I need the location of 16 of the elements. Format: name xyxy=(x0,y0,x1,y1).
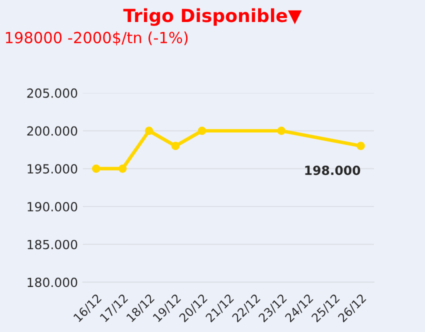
y-tick-label: 195.000 xyxy=(28,164,78,174)
chart-subtitle: 198000 -2000$/tn (-1%) xyxy=(6,32,188,46)
y-tick-label: 190.000 xyxy=(28,202,78,212)
point xyxy=(277,126,286,135)
y-tick-label: 200.000 xyxy=(27,126,78,136)
chart-title: Trigo Disponible▼ xyxy=(123,8,302,26)
annotation: 198.000 xyxy=(305,166,360,176)
point xyxy=(171,142,180,150)
y-tick-label: 180.000 xyxy=(28,278,78,288)
point xyxy=(198,126,206,135)
y-tick-label: 205.000 xyxy=(27,88,78,98)
point xyxy=(144,126,154,135)
point xyxy=(92,164,100,173)
point xyxy=(118,164,127,173)
point xyxy=(356,142,365,150)
y-tick-label: 185.000 xyxy=(28,240,78,250)
